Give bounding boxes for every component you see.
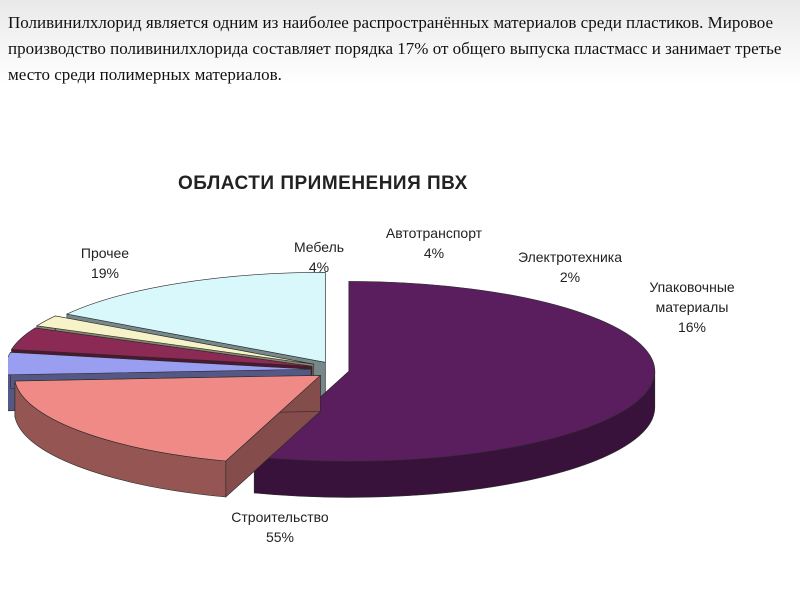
intro-paragraph: Поливинилхлорид является одним из наибол… [8,13,782,84]
slice-label-text: Мебель [294,239,344,255]
slice-top [14,375,322,462]
slice-value: 4% [424,245,444,261]
pie-slice-строительство [253,281,656,498]
slice-label-text: Прочее [81,245,129,261]
pie-chart: ОБЛАСТИ ПРИМЕНЕНИЯ ПВХ Строительство 55% П… [8,173,735,545]
slice-label-text: Автотранспорт [386,225,483,241]
slice-top [8,352,312,376]
slice-value: 55% [266,529,294,545]
slice-label-строительство: Строительство 55% [231,509,329,545]
slice-label-автотранспорт: Автотранспорт 4% [386,225,483,261]
slice-label-прочее: Прочее 19% [81,245,129,281]
slice-top [35,315,314,365]
slice-label-мебель: Мебель 4% [294,239,344,275]
chart-title: ОБЛАСТИ ПРИМЕНЕНИЯ ПВХ [178,173,468,194]
pie-slice-прочее [14,374,322,498]
slice-value: 19% [91,265,119,281]
slice-top [10,327,313,367]
slice-value: 2% [560,269,580,285]
slice-label-text: Электротехника [518,249,622,265]
slice-label-упаковочные-материалы: Упаковочные материалы 16% [649,279,735,335]
slice-label-text: Упаковочные [649,279,735,295]
slice-value: 16% [678,319,706,335]
slice-label-электротехника: Электротехника 2% [518,249,622,285]
slice-value: 4% [309,259,329,275]
slice-top [253,281,656,462]
slice-top [65,271,326,363]
chart-panel: ОБЛАСТИ ПРИМЕНЕНИЯ ПВХ Строительство 55% П… [8,156,800,600]
slice-label-text: Строительство [231,509,329,525]
slice-label-text: материалы [656,299,729,315]
